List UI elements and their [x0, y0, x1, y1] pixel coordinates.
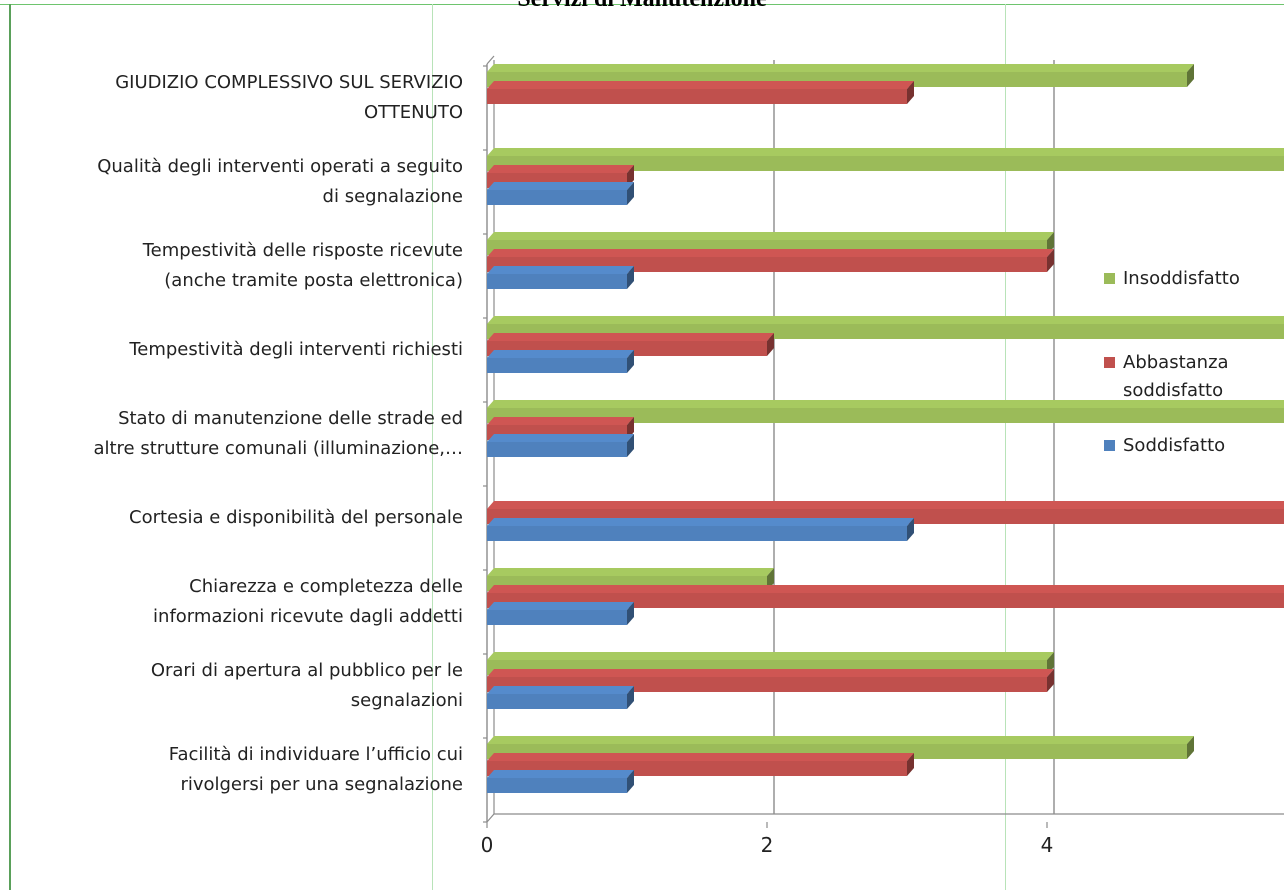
frame-border-left: [9, 4, 11, 890]
legend-label: Insoddisfatto: [1123, 268, 1240, 289]
bar: [487, 400, 1284, 423]
bar: [487, 350, 634, 373]
legend-swatch: [1104, 440, 1115, 451]
category-label: GIUDIZIO COMPLESSIVO SUL SERVIZIO: [115, 72, 463, 93]
guide-line: [432, 4, 433, 890]
category-label: Tempestività degli interventi richiesti: [128, 339, 463, 360]
bar: [487, 602, 634, 625]
axis-corner: [486, 55, 495, 65]
legend-label: soddisfatto: [1123, 380, 1223, 401]
legend-swatch: [1104, 357, 1115, 368]
bar: [487, 182, 634, 205]
value-tick-label: 4: [1041, 833, 1054, 857]
bar: [487, 148, 1284, 171]
value-tick-label: 2: [761, 833, 774, 857]
category-label: Chiarezza e completezza delle: [189, 576, 463, 597]
category-label: altre strutture comunali (illuminazione,…: [93, 438, 463, 459]
category-label: Tempestività delle risposte ricevute: [142, 240, 463, 261]
bar: [487, 434, 634, 457]
chart-title: Servizi di Manutenzione: [0, 0, 1284, 13]
bar: [487, 518, 914, 541]
bar: [487, 266, 634, 289]
legend-label: Abbastanza: [1123, 352, 1229, 373]
bar: [487, 585, 1284, 608]
category-label: di segnalazione: [323, 186, 463, 207]
guide-line: [1005, 4, 1006, 890]
floor-edge: [486, 813, 1284, 823]
bar: [487, 686, 634, 709]
category-label: Cortesia e disponibilità del personale: [129, 507, 463, 528]
category-label: Facilità di individuare l’ufficio cui: [169, 744, 463, 765]
legend-swatch: [1104, 273, 1115, 284]
category-label: Qualità degli interventi operati a segui…: [97, 156, 463, 177]
category-label: informazioni ricevute dagli addetti: [153, 606, 463, 627]
frame-border-top: [0, 4, 1284, 5]
category-label: segnalazioni: [351, 690, 463, 711]
bar: [487, 770, 634, 793]
category-label: Stato di manutenzione delle strade ed: [118, 408, 463, 429]
bar: [487, 81, 914, 104]
category-label: Orari di apertura al pubblico per le: [151, 660, 463, 681]
category-label: rivolgersi per una segnalazione: [180, 774, 463, 795]
value-tick-label: 0: [481, 833, 494, 857]
category-label: (anche tramite posta elettronica): [164, 270, 463, 291]
legend-label: Soddisfatto: [1123, 435, 1225, 456]
category-label: OTTENUTO: [364, 102, 463, 123]
